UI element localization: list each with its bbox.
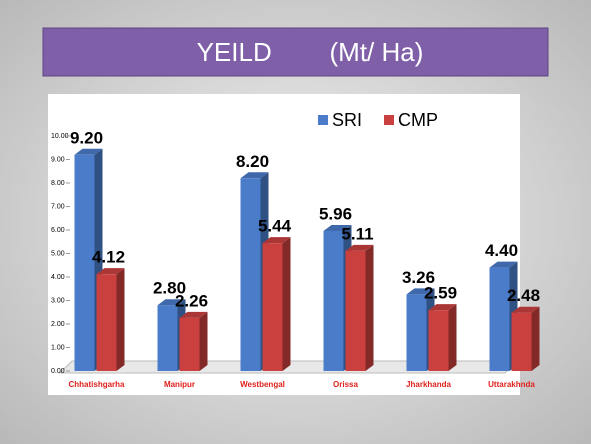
bar-side [116, 268, 125, 371]
bar-top [157, 299, 186, 306]
data-label: 3.26 [402, 268, 435, 287]
bar [157, 305, 178, 371]
y-tick-label: 1.00 [51, 344, 65, 351]
y-tick-label: 7.00 [51, 203, 65, 210]
bar-top [74, 148, 103, 155]
data-label: 2.80 [153, 279, 186, 298]
bar-side [448, 304, 457, 371]
title-bar [42, 27, 549, 77]
x-tick-label: Manipur [164, 380, 195, 389]
bar-top [179, 311, 208, 318]
bar [511, 312, 532, 371]
data-label: 2.48 [507, 286, 540, 305]
x-tick-label: Uttarakhnda [488, 380, 535, 389]
y-tick-label: 3.00 [51, 297, 65, 304]
y-tick-label: 5.00 [51, 250, 65, 257]
bar-top [511, 306, 540, 313]
legend-label: CMP [398, 110, 438, 130]
bar [74, 154, 95, 371]
bar-top [406, 288, 435, 295]
bar-side [282, 237, 291, 371]
bar [240, 178, 261, 371]
data-label: 9.20 [70, 128, 103, 147]
bar-top [428, 304, 457, 311]
legend-swatch [318, 115, 328, 125]
y-tick-label: 0.00 [51, 368, 65, 375]
bar [179, 317, 200, 371]
bar-side [531, 306, 540, 371]
data-label: 4.12 [92, 248, 125, 267]
bar [406, 294, 427, 371]
x-tick-label: Westbengal [240, 380, 285, 389]
y-tick-label: 6.00 [51, 227, 65, 234]
data-label: 8.20 [236, 152, 269, 171]
bar-side [199, 311, 208, 371]
x-tick-label: Orissa [333, 380, 358, 389]
bar-top [345, 244, 374, 251]
bar [489, 267, 510, 371]
y-tick-label: 2.00 [51, 321, 65, 328]
y-tick-label: 8.00 [51, 180, 65, 187]
bar-top [323, 224, 352, 231]
x-tick-label: Chhatishgarha [68, 380, 125, 389]
bar [96, 274, 117, 371]
y-tick-label: 9.00 [51, 156, 65, 163]
legend-swatch [384, 115, 394, 125]
data-label: 4.40 [485, 241, 518, 260]
y-tick-label: 10.00 [51, 133, 69, 140]
bar-top [489, 261, 518, 268]
data-label: 2.59 [424, 284, 457, 303]
data-label: 5.11 [341, 224, 373, 243]
data-label: 2.26 [175, 291, 208, 310]
data-label: 5.44 [258, 217, 292, 236]
bar [262, 243, 283, 371]
bar-top [96, 268, 125, 275]
bar [428, 310, 449, 371]
x-tick-label: Jharkhanda [406, 380, 451, 389]
bar [345, 250, 366, 371]
bar [323, 230, 344, 371]
bar-side [365, 244, 374, 371]
legend-label: SRI [332, 110, 362, 130]
chart-title: YEILD (Mt/ Ha) [197, 37, 424, 67]
bar-top [240, 172, 269, 179]
y-tick-label: 4.00 [51, 274, 65, 281]
data-label: 5.96 [319, 204, 352, 223]
bar-top [262, 237, 291, 244]
